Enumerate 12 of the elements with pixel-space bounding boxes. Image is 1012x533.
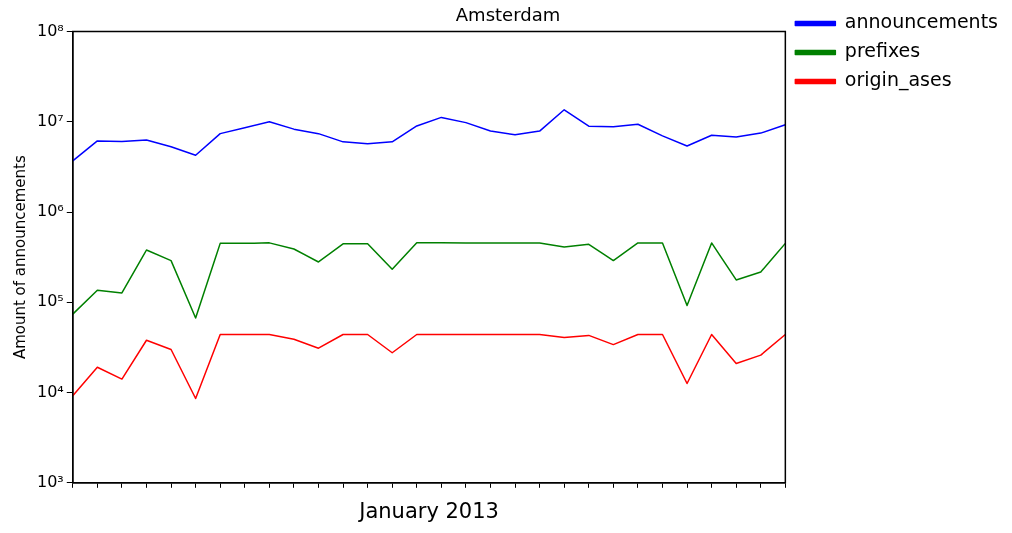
y-tick-label: 10⁸ (36, 20, 64, 40)
x-axis-title: January 2013 (357, 498, 499, 523)
legend-label: origin_ases (844, 68, 952, 92)
y-tick-label: 10³ (36, 471, 64, 491)
y-tick-label: 10⁵ (36, 291, 64, 311)
y-axis-title: Amount of announcements (10, 155, 29, 360)
chart-title: Amsterdam (455, 4, 561, 26)
y-tick-label: 10⁴ (36, 381, 64, 401)
y-tick-label: 10⁶ (36, 201, 64, 221)
legend-label: announcements (844, 10, 999, 33)
legend-label: prefixes (844, 39, 921, 62)
y-tick-label: 10⁷ (36, 111, 64, 130)
